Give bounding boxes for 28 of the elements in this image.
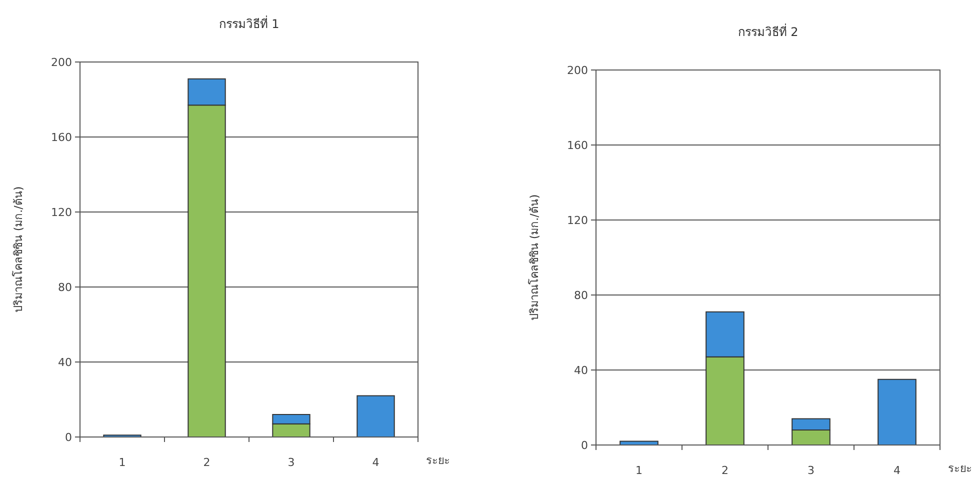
- x-tick-label: 2: [203, 456, 210, 469]
- y-tick-label: 40: [574, 364, 588, 377]
- y-tick-label: 120: [51, 206, 72, 219]
- y-tick-label: 0: [65, 431, 72, 444]
- y-tick-label: 160: [51, 131, 72, 144]
- y-tick-label: 0: [581, 439, 588, 452]
- y-tick-label: 200: [567, 64, 588, 77]
- bar: [356, 395, 395, 438]
- x-tick-label: 3: [288, 456, 295, 469]
- y-tick-label: 200: [51, 56, 72, 69]
- x-axis-title: ระยะ: [426, 454, 450, 467]
- bar: [878, 378, 916, 446]
- y-tick-label: 80: [58, 281, 72, 294]
- x-axis-title: ระยะ: [948, 462, 972, 475]
- x-tick-label: 1: [118, 456, 126, 469]
- x-tick-label: 1: [636, 464, 642, 477]
- y-tick-label: 120: [567, 214, 588, 227]
- y-axis-title: ปริมาณโคลชิซิน (มก./ต้น): [11, 186, 25, 313]
- x-tick-label: 4: [372, 456, 380, 469]
- y-tick-label: 160: [567, 139, 588, 152]
- y-tick-label: 80: [574, 289, 588, 302]
- chart-title: กรรมวิธีที่ 1: [218, 15, 280, 31]
- x-tick-label: 2: [722, 464, 728, 477]
- x-tick-label: 4: [894, 464, 900, 477]
- x-tick-label: 3: [808, 464, 814, 477]
- y-tick-label: 40: [58, 356, 72, 369]
- y-axis-title: ปริมาณโคลชิซิน (มก./ต้น): [527, 194, 541, 321]
- chart-title: กรรมวิธีที่ 2: [738, 23, 798, 39]
